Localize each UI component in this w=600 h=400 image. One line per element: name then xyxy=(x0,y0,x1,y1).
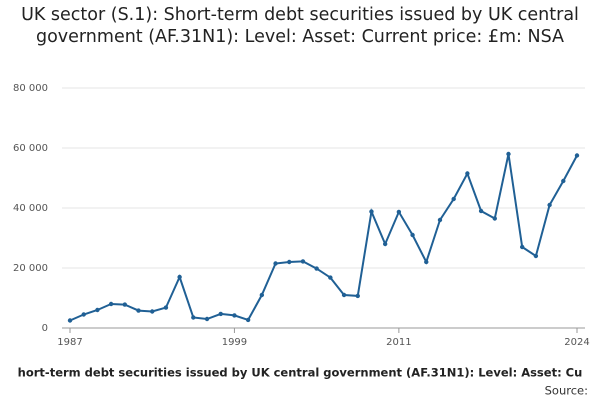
y-tick-label: 40 000 xyxy=(13,203,48,214)
point xyxy=(533,253,539,259)
point xyxy=(232,313,237,318)
point xyxy=(506,151,511,157)
y-tick-label: 60 000 xyxy=(13,143,48,154)
point xyxy=(300,259,306,264)
point xyxy=(328,275,333,280)
point xyxy=(519,244,525,250)
point xyxy=(314,266,319,271)
point xyxy=(451,196,456,202)
x-tick-label: 2024 xyxy=(564,337,589,348)
footer-text: hort-term debt securities issued by UK c… xyxy=(18,366,583,380)
point xyxy=(561,178,566,184)
source: Source: xyxy=(545,384,588,398)
point xyxy=(136,308,141,313)
point xyxy=(341,292,347,298)
y-tick-label: 80 000 xyxy=(13,83,48,94)
chart-title: UK sector (S.1): Short-term debt securit… xyxy=(21,5,579,47)
x-tick-label: 2011 xyxy=(386,337,411,348)
x-tick-label: 1999 xyxy=(222,337,247,348)
point xyxy=(204,316,210,322)
point xyxy=(177,274,182,280)
point xyxy=(108,301,114,307)
point xyxy=(163,305,169,310)
point xyxy=(424,259,429,265)
y-tick-label: 20 000 xyxy=(13,263,48,274)
point xyxy=(287,259,292,265)
point xyxy=(259,292,265,298)
point xyxy=(95,307,100,313)
point xyxy=(547,202,552,208)
point xyxy=(191,315,196,320)
point xyxy=(574,153,580,158)
point xyxy=(369,209,374,214)
point xyxy=(273,261,278,266)
point xyxy=(245,317,251,323)
point xyxy=(355,293,360,299)
point xyxy=(465,171,470,176)
x-tick-label: 1987 xyxy=(57,337,82,348)
point xyxy=(410,232,415,238)
point xyxy=(492,216,497,221)
point xyxy=(382,241,388,247)
point xyxy=(122,302,128,307)
point xyxy=(478,208,484,214)
point xyxy=(67,318,73,323)
y-tick-label: 0 xyxy=(42,323,48,334)
point xyxy=(81,312,86,317)
point xyxy=(437,217,443,223)
point xyxy=(396,209,402,215)
point xyxy=(218,311,223,317)
point xyxy=(150,309,155,314)
line xyxy=(69,153,578,322)
